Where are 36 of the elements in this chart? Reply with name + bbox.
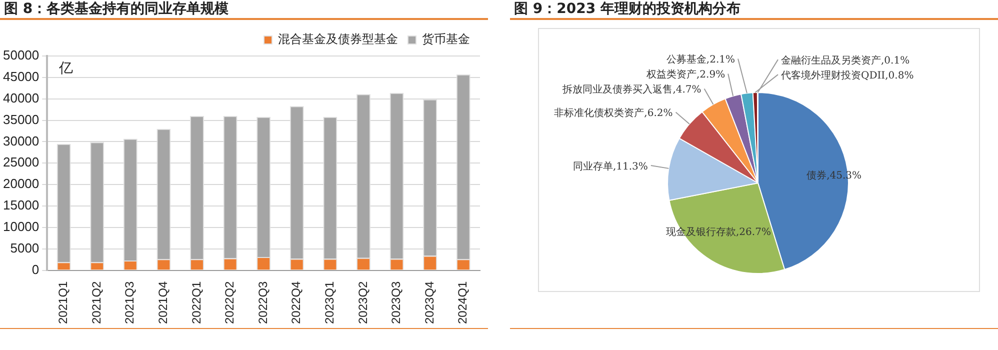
y-tick-label: 30000	[2, 133, 40, 148]
slice-label: 非标准化债权类资产,6.2%	[554, 107, 673, 120]
x-tick-label: 2021Q2	[89, 280, 104, 324]
x-tick-label: 2023Q4	[422, 280, 436, 324]
slice-label: 公募基金,2.1%	[666, 54, 735, 66]
y-tick-label: 5000	[10, 240, 40, 256]
y-axis-title: 亿	[58, 60, 74, 77]
slice-label: 拆放同业及债券买入返售,4.7%	[562, 84, 702, 96]
x-tick-label: 2021Q1	[56, 280, 70, 324]
legend-label: 货币基金	[422, 32, 470, 46]
y-tick-label: 20000	[2, 176, 40, 192]
slice-label: 金融衍生品及另类资产,0.1%	[781, 54, 910, 67]
x-tick-label: 2022Q1	[189, 280, 204, 324]
y-tick-label: 50000	[2, 48, 40, 63]
x-tick-label: 2023Q1	[322, 280, 336, 324]
x-tick-label: 2022Q4	[289, 280, 304, 324]
x-tick-label: 2023Q3	[389, 280, 404, 324]
slice-label: 代客境外理财投资QDII,0.8%	[780, 70, 914, 82]
y-tick-label: 45000	[2, 69, 40, 84]
y-tick-label: 15000	[2, 198, 40, 213]
y-tick-label: 10000	[2, 219, 40, 234]
y-tick-label: 40000	[2, 90, 40, 106]
slice-label: 权益类资产,2.9%	[645, 68, 726, 81]
slice-label: 同业存单,11.3%	[572, 160, 648, 173]
x-tick-label: 2023Q2	[356, 280, 370, 324]
x-tick-label: 2021Q4	[156, 280, 170, 324]
x-tick-label: 2024Q1	[456, 280, 470, 324]
chart-title: 图 9：2023 年理财的投资机构分布	[510, 0, 998, 20]
legend-label: 混合基金及债券型基金	[278, 32, 398, 46]
x-tick-label: 2022Q3	[256, 280, 270, 324]
x-tick-label: 2021Q3	[122, 280, 137, 324]
y-tick-label: 25000	[2, 154, 40, 170]
y-tick-label: 35000	[2, 112, 40, 127]
y-tick-label: 0	[32, 262, 40, 277]
x-tick-label: 2022Q2	[222, 280, 237, 324]
chart-title: 图 8：各类基金持有的同业存单规模	[0, 0, 488, 20]
